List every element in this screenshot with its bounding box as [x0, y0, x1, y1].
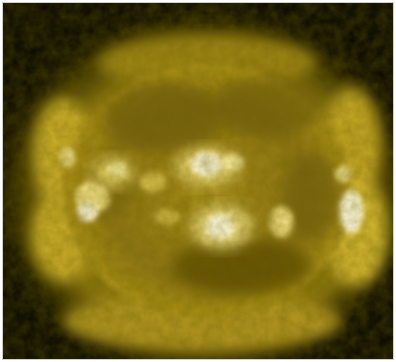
sun-corona-image [3, 3, 393, 359]
solar-image-frame [2, 2, 394, 360]
image-grain [3, 3, 393, 359]
